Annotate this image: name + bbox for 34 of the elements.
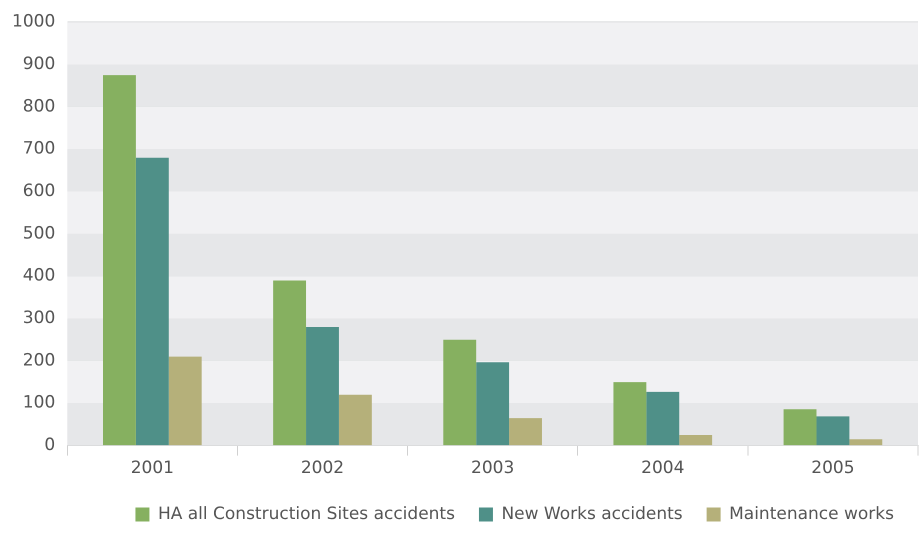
x-tick-label: 2005 xyxy=(811,458,855,478)
bar xyxy=(306,327,339,446)
bar xyxy=(849,439,882,446)
y-tick-label: 200 xyxy=(22,350,56,370)
y-tick-label: 700 xyxy=(22,138,56,159)
bar xyxy=(476,362,510,446)
bar xyxy=(338,394,372,446)
bar xyxy=(679,435,712,446)
y-tick-label: 100 xyxy=(22,392,56,413)
bar xyxy=(784,409,816,446)
legend-label: HA all Construction Sites accidents xyxy=(158,504,456,524)
y-tick-label: 0 xyxy=(44,435,56,456)
legend-label: New Works accidents xyxy=(501,504,683,524)
y-tick-label: 600 xyxy=(22,180,56,201)
bar xyxy=(443,340,476,446)
bar xyxy=(613,382,646,446)
bar xyxy=(509,418,542,446)
x-tick-label: 2003 xyxy=(471,458,514,478)
bar xyxy=(273,280,306,446)
bar xyxy=(816,416,850,446)
bar xyxy=(136,158,169,446)
y-tick-label: 900 xyxy=(22,54,56,74)
x-tick-label: 2004 xyxy=(641,458,684,478)
y-tick-label: 300 xyxy=(22,308,56,328)
y-tick-label: 500 xyxy=(22,223,56,244)
y-tick-label: 1000 xyxy=(12,12,56,32)
bar xyxy=(646,392,680,446)
legend-label: Maintenance works xyxy=(729,504,894,524)
bar xyxy=(102,75,136,446)
y-tick-label: 400 xyxy=(22,266,56,286)
x-tick-label: 2001 xyxy=(130,458,174,478)
x-tick-label: 2002 xyxy=(300,458,344,478)
bar xyxy=(168,356,202,446)
y-tick-label: 800 xyxy=(22,96,56,116)
